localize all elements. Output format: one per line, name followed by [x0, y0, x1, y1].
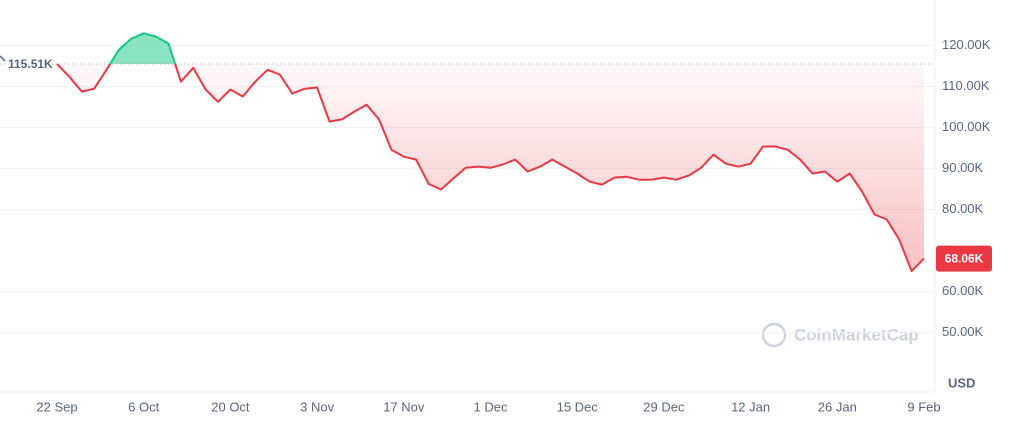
- x-tick-label: 12 Jan: [731, 399, 770, 414]
- baseline-icon: [0, 55, 6, 62]
- area-down: [57, 64, 924, 272]
- x-tick-label: 3 Nov: [300, 399, 334, 414]
- x-tick-label: 26 Jan: [818, 399, 857, 414]
- y-tick-label: 100.00K: [942, 119, 991, 134]
- watermark-icon: [761, 322, 787, 348]
- baseline-label: 115.51K: [8, 57, 53, 71]
- watermark-text: CoinMarketCap: [794, 325, 919, 344]
- x-tick-label: 9 Feb: [907, 399, 940, 414]
- price-line-down: [56, 64, 925, 273]
- currency-label: USD: [948, 375, 975, 390]
- x-tick-label: 15 Dec: [557, 399, 599, 414]
- watermark: CoinMarketCap: [761, 322, 919, 348]
- x-tick-label: 6 Oct: [128, 399, 159, 414]
- last-price-badge: [936, 245, 992, 272]
- last-price-label: 68.06K: [945, 252, 984, 266]
- x-tick-label: 29 Dec: [643, 399, 685, 414]
- x-tick-label: 1 Dec: [474, 399, 508, 414]
- y-tick-label: 60.00K: [942, 283, 984, 298]
- y-tick-label: 80.00K: [942, 201, 984, 216]
- x-tick-label: 17 Nov: [383, 399, 425, 414]
- x-tick-label: 22 Sep: [36, 399, 77, 414]
- area-up: [57, 33, 176, 65]
- y-tick-label: 120.00K: [942, 37, 991, 52]
- x-tick-label: 20 Oct: [211, 399, 250, 414]
- y-tick-label: 90.00K: [942, 160, 984, 175]
- y-tick-label: 50.00K: [942, 324, 984, 339]
- y-tick-label: 110.00K: [942, 78, 990, 93]
